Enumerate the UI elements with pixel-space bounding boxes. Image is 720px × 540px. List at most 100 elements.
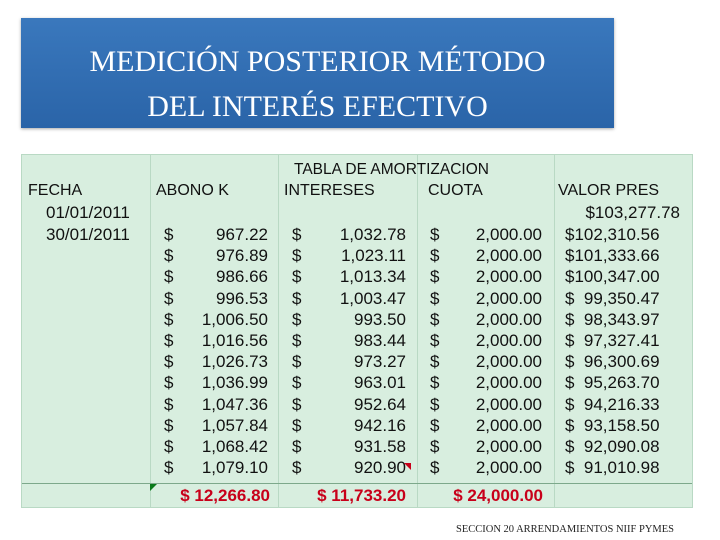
currency-symbol: $ — [164, 288, 174, 308]
total-abono: $ 12,266.80 — [180, 486, 270, 505]
currency-symbol: $ — [292, 394, 302, 414]
interes-cell: 1,003.47 — [339, 288, 406, 308]
interes-cell: 973.27 — [354, 352, 406, 372]
currency-symbol: $ — [164, 458, 174, 478]
currency-symbol: $ — [430, 437, 440, 456]
header-abono: ABONO K — [156, 182, 229, 199]
amortization-table: TABLA DE AMORTIZACION FECHA ABONO K INTE… — [21, 154, 693, 508]
currency-symbol: $ — [292, 458, 302, 478]
total-intereses: $ 11,733.20 — [317, 486, 406, 505]
abono-cell: 967.22 — [216, 225, 268, 244]
interes-cell: 942.16 — [354, 415, 406, 435]
valor-cell: $ 93,158.50 — [565, 415, 660, 435]
currency-symbol: $ — [292, 415, 302, 435]
abono-cell: 1,026.73 — [201, 352, 268, 372]
currency-symbol: $ — [292, 437, 302, 456]
currency-symbol: $ — [430, 309, 440, 329]
abono-cell: 976.89 — [216, 246, 268, 266]
valor-cell: $100,347.00 — [565, 267, 660, 287]
currency-symbol: $ — [292, 246, 302, 266]
total-cuota: $ 24,000.00 — [453, 486, 543, 505]
interes-cell: 1,013.34 — [339, 267, 406, 287]
valor-cell: $102,310.56 — [565, 225, 660, 244]
currency-symbol: $ — [430, 415, 440, 435]
interes-cell: 952.64 — [354, 394, 406, 414]
currency-symbol: $ — [292, 225, 302, 244]
valor-cell: $ 98,343.97 — [565, 309, 660, 329]
currency-symbol: $ — [164, 352, 174, 372]
title-banner: MEDICIÓN POSTERIOR MÉTODO DEL INTERÉS EF… — [21, 18, 614, 128]
abono-cell: 996.53 — [216, 288, 268, 308]
interes-cell: 920.90 — [354, 458, 406, 478]
initial-value-cell: $103,277.78 — [585, 203, 680, 222]
title-line-1: MEDICIÓN POSTERIOR MÉTODO — [89, 45, 546, 78]
cuota-cell: 2,000.00 — [475, 437, 542, 456]
currency-symbol: $ — [430, 331, 440, 350]
interes-cell: 993.50 — [354, 309, 406, 329]
cuota-cell: 2,000.00 — [475, 352, 542, 372]
cuota-cell: 2,000.00 — [475, 415, 542, 435]
currency-symbol: $ — [164, 246, 174, 266]
currency-symbol: $ — [430, 288, 440, 308]
header-cuota: CUOTA — [428, 182, 483, 199]
header-valor-pres: VALOR PRES — [558, 182, 660, 199]
interes-cell: 1,023.11 — [341, 246, 406, 266]
currency-symbol: $ — [164, 225, 174, 244]
cuota-cell: 2,000.00 — [475, 331, 542, 350]
valor-cell: $ 97,327.41 — [565, 331, 660, 350]
currency-symbol: $ — [292, 331, 302, 350]
cuota-cell: 2,000.00 — [475, 267, 542, 287]
currency-symbol: $ — [430, 394, 440, 414]
interes-cell: 963.01 — [354, 373, 406, 393]
red-comment-marker — [404, 463, 411, 470]
currency-symbol: $ — [430, 458, 440, 478]
currency-symbol: $ — [164, 415, 174, 435]
currency-symbol: $ — [292, 267, 302, 287]
currency-symbol: $ — [430, 352, 440, 372]
currency-symbol: $ — [164, 437, 174, 456]
valor-cell: $ 99,350.47 — [565, 288, 660, 308]
cuota-cell: 2,000.00 — [475, 394, 542, 414]
currency-symbol: $ — [164, 331, 174, 350]
currency-symbol: $ — [292, 309, 302, 329]
abono-cell: 1,006.50 — [201, 309, 268, 329]
currency-symbol: $ — [292, 352, 302, 372]
footer-caption: SECCION 20 ARRENDAMIENTOS NIIF PYMES — [456, 524, 674, 535]
date-cell: 01/01/2011 — [46, 203, 130, 222]
currency-symbol: $ — [430, 225, 440, 244]
abono-cell: 1,068.42 — [201, 437, 268, 456]
valor-cell: $ 91,010.98 — [565, 458, 660, 478]
table-title: TABLA DE AMORTIZACION — [294, 161, 489, 178]
currency-symbol: $ — [164, 373, 174, 393]
abono-cell: 1,057.84 — [201, 415, 268, 435]
cuota-cell: 2,000.00 — [475, 246, 542, 266]
valor-cell: $ 96,300.69 — [565, 352, 660, 372]
abono-cell: 986.66 — [216, 267, 268, 287]
currency-symbol: $ — [430, 246, 440, 266]
valor-cell: $ 92,090.08 — [565, 437, 660, 456]
currency-symbol: $ — [292, 288, 302, 308]
currency-symbol: $ — [430, 267, 440, 287]
cuota-cell: 2,000.00 — [475, 225, 542, 244]
abono-cell: 1,036.99 — [201, 373, 268, 393]
header-intereses: INTERESES — [284, 182, 375, 199]
cuota-cell: 2,000.00 — [475, 458, 542, 478]
interes-cell: 931.58 — [354, 437, 406, 456]
abono-cell: 1,047.36 — [201, 394, 268, 414]
cuota-cell: 2,000.00 — [475, 373, 542, 393]
date-cell: 30/01/2011 — [46, 225, 130, 244]
valor-cell: $ 95,263.70 — [565, 373, 660, 393]
valor-cell: $ 94,216.33 — [565, 394, 660, 414]
title-line-2: DEL INTERÉS EFECTIVO — [147, 90, 488, 123]
header-fecha: FECHA — [28, 182, 83, 199]
currency-symbol: $ — [164, 309, 174, 329]
cuota-cell: 2,000.00 — [475, 309, 542, 329]
interes-cell: 1,032.78 — [339, 225, 406, 244]
cuota-cell: 2,000.00 — [475, 288, 542, 308]
currency-symbol: $ — [164, 267, 174, 287]
currency-symbol: $ — [164, 394, 174, 414]
green-comment-marker — [150, 484, 157, 491]
currency-symbol: $ — [292, 373, 302, 393]
abono-cell: 1,016.56 — [201, 331, 268, 350]
currency-symbol: $ — [430, 373, 440, 393]
